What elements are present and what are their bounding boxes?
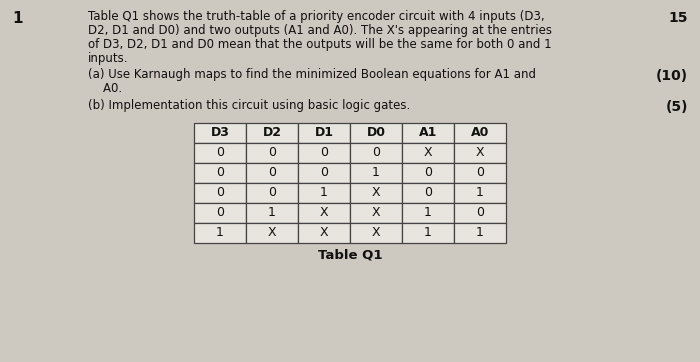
Text: 1: 1	[476, 227, 484, 240]
Bar	[402, 203, 454, 223]
Text: 0: 0	[476, 206, 484, 219]
Text: X: X	[372, 186, 380, 199]
Bar	[246, 203, 298, 223]
Text: D0: D0	[367, 126, 386, 139]
Text: A0.: A0.	[88, 82, 122, 95]
Bar	[298, 203, 350, 223]
Text: (a) Use Karnaugh maps to find the minimized Boolean equations for A1 and: (a) Use Karnaugh maps to find the minimi…	[88, 68, 536, 81]
Bar	[402, 143, 454, 163]
Bar	[246, 163, 298, 183]
Text: D3: D3	[211, 126, 230, 139]
Bar	[350, 143, 402, 163]
Text: A0: A0	[471, 126, 489, 139]
Bar	[298, 123, 350, 143]
Text: X: X	[320, 206, 328, 219]
Text: 1: 1	[476, 186, 484, 199]
Bar	[454, 163, 506, 183]
Bar	[454, 143, 506, 163]
Bar	[402, 123, 454, 143]
Text: D2: D2	[262, 126, 281, 139]
Bar	[246, 223, 298, 243]
Text: X: X	[476, 147, 484, 160]
Text: of D3, D2, D1 and D0 mean that the outputs will be the same for both 0 and 1: of D3, D2, D1 and D0 mean that the outpu…	[88, 38, 552, 51]
Text: (b) Implementation this circuit using basic logic gates.: (b) Implementation this circuit using ba…	[88, 99, 410, 112]
Bar	[402, 183, 454, 203]
Text: 1: 1	[216, 227, 224, 240]
Bar	[194, 123, 246, 143]
Bar	[350, 123, 402, 143]
Bar	[402, 163, 454, 183]
Text: D1: D1	[314, 126, 333, 139]
Bar	[350, 183, 402, 203]
Bar	[194, 143, 246, 163]
Bar	[194, 203, 246, 223]
Bar	[194, 223, 246, 243]
Bar	[298, 183, 350, 203]
Bar	[454, 123, 506, 143]
Text: 0: 0	[372, 147, 380, 160]
Text: 0: 0	[424, 186, 432, 199]
Text: (10): (10)	[656, 69, 688, 83]
Text: A1: A1	[419, 126, 438, 139]
Bar	[298, 223, 350, 243]
Text: inputs.: inputs.	[88, 52, 129, 65]
Text: 1: 1	[268, 206, 276, 219]
Text: X: X	[320, 227, 328, 240]
Text: X: X	[372, 206, 380, 219]
Bar	[194, 163, 246, 183]
Text: 0: 0	[216, 167, 224, 180]
Text: X: X	[372, 227, 380, 240]
Text: 0: 0	[424, 167, 432, 180]
Text: 1: 1	[320, 186, 328, 199]
Text: Table Q1: Table Q1	[318, 249, 382, 262]
Bar	[246, 143, 298, 163]
Text: (5): (5)	[666, 100, 688, 114]
Text: 0: 0	[268, 167, 276, 180]
Text: 0: 0	[216, 186, 224, 199]
Bar	[350, 163, 402, 183]
Text: D2, D1 and D0) and two outputs (A1 and A0). The X's appearing at the entries: D2, D1 and D0) and two outputs (A1 and A…	[88, 24, 552, 37]
Text: 0: 0	[268, 147, 276, 160]
Bar	[350, 223, 402, 243]
Text: 0: 0	[268, 186, 276, 199]
Text: 1: 1	[424, 227, 432, 240]
Text: 0: 0	[320, 147, 328, 160]
Text: 0: 0	[216, 206, 224, 219]
Bar	[454, 203, 506, 223]
Text: X: X	[267, 227, 276, 240]
Text: X: X	[424, 147, 433, 160]
Text: Table Q1 shows the truth-table of a priority encoder circuit with 4 inputs (D3,: Table Q1 shows the truth-table of a prio…	[88, 10, 545, 23]
Bar	[402, 223, 454, 243]
Text: 1: 1	[424, 206, 432, 219]
Bar	[298, 143, 350, 163]
Text: 0: 0	[216, 147, 224, 160]
Bar	[454, 223, 506, 243]
Bar	[246, 123, 298, 143]
Bar	[194, 183, 246, 203]
Text: 1: 1	[12, 11, 22, 26]
Text: 0: 0	[476, 167, 484, 180]
Text: 1: 1	[372, 167, 380, 180]
Bar	[298, 163, 350, 183]
Bar	[454, 183, 506, 203]
Text: 15: 15	[668, 11, 688, 25]
Bar	[350, 203, 402, 223]
Bar	[246, 183, 298, 203]
Text: 0: 0	[320, 167, 328, 180]
